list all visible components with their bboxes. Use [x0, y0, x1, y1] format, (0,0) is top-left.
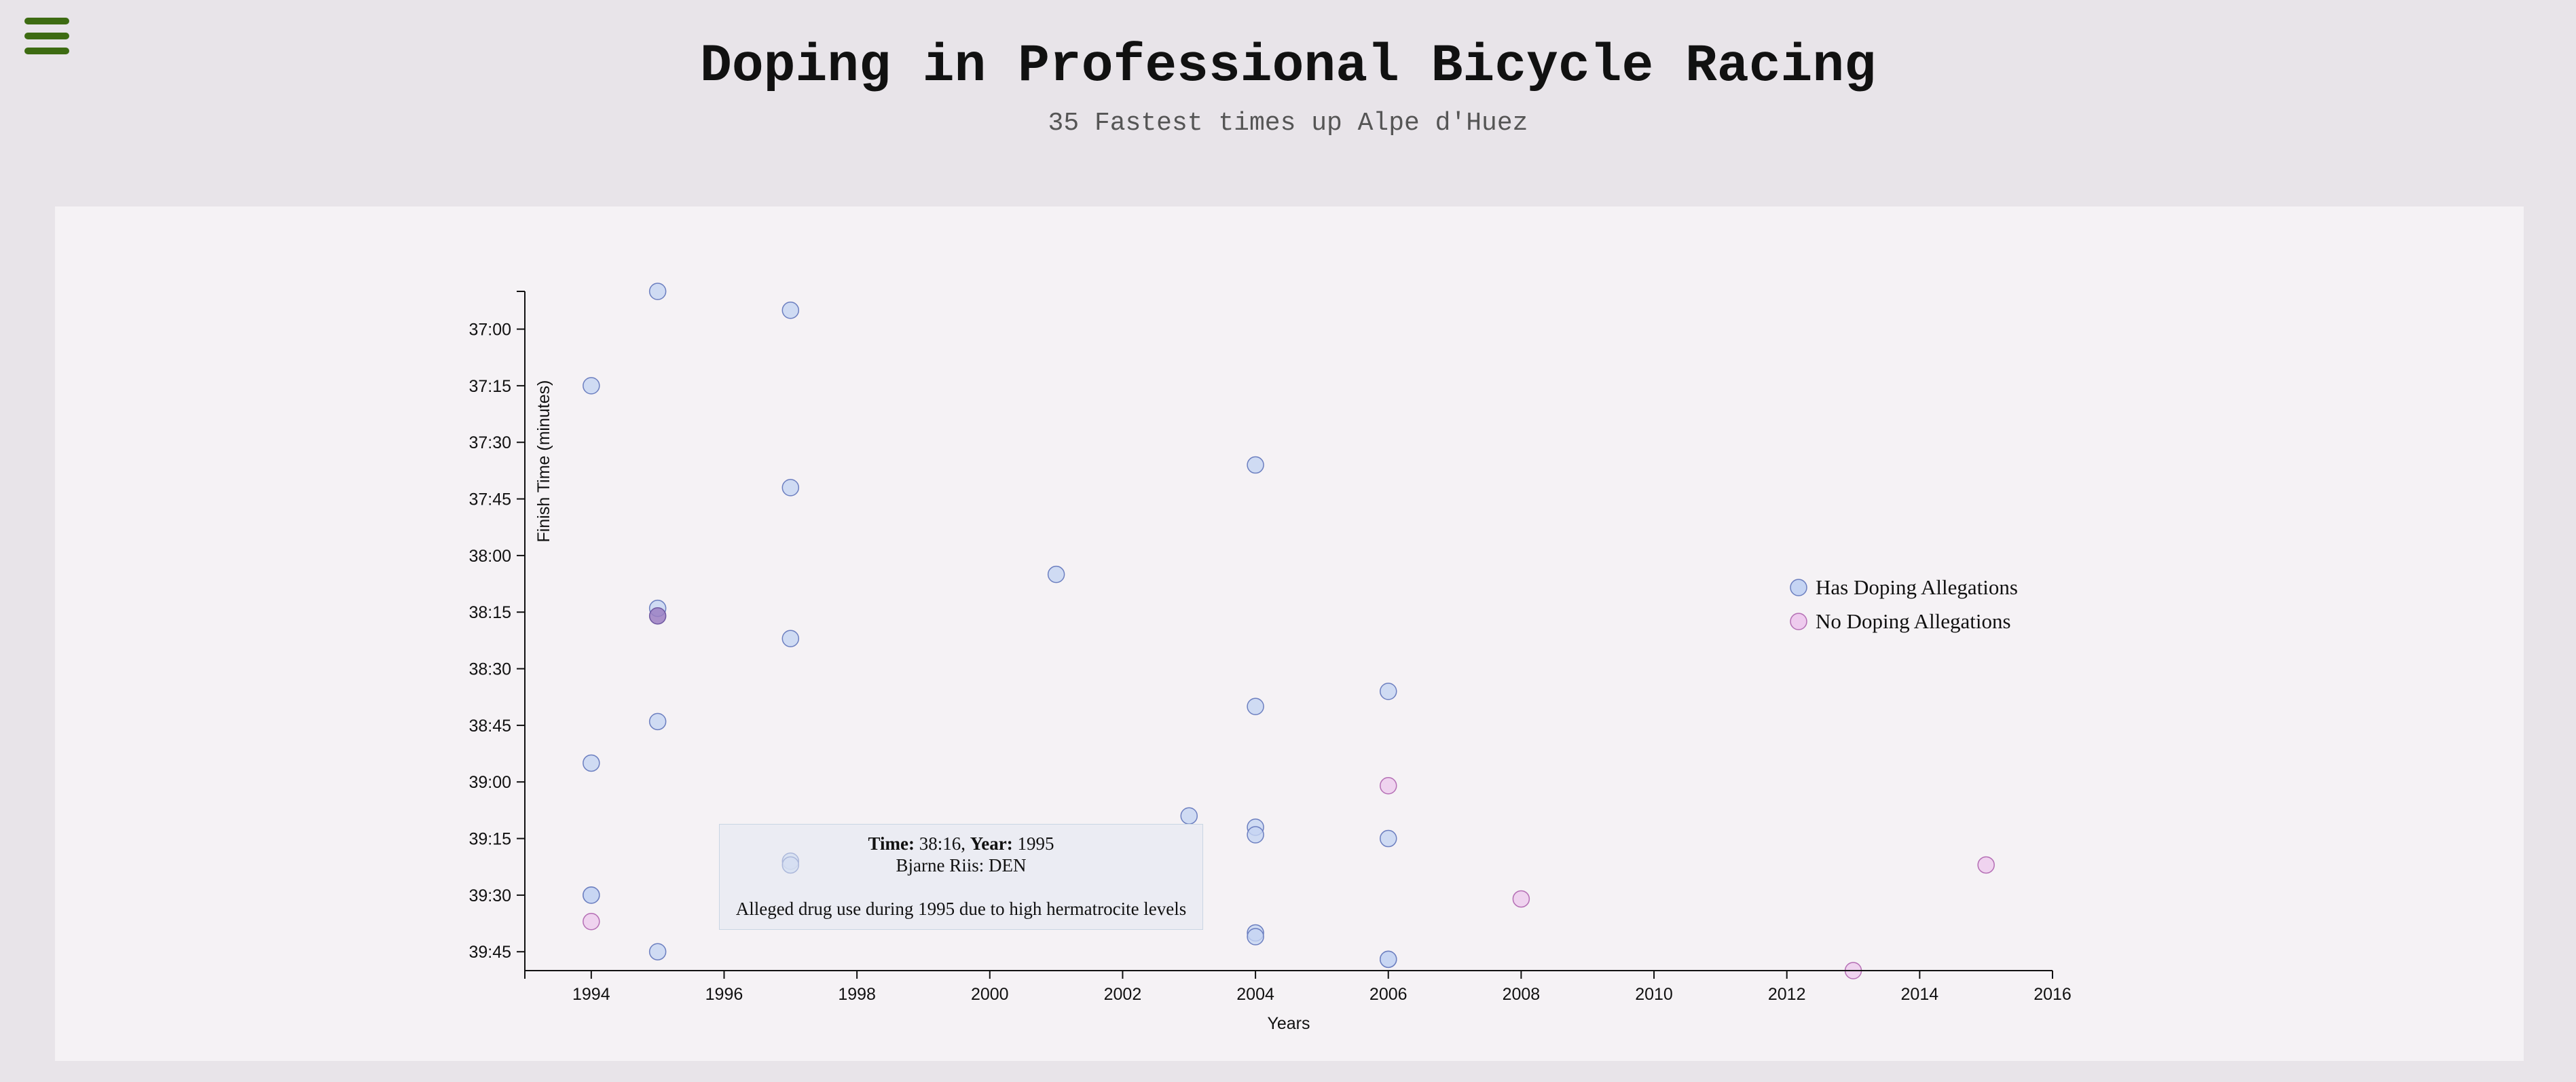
x-tick-label: 2014 [1901, 985, 1939, 1004]
x-tick-label: 2006 [1369, 985, 1407, 1004]
chart-panel: 37:00 37:15 37:30 37:45 38:00 38:15 38:30 38:45… [55, 206, 2524, 1061]
data-point[interactable] [583, 913, 600, 931]
y-tick-label: 37:15 [468, 377, 511, 396]
hamburger-menu-icon[interactable] [24, 18, 69, 56]
data-point[interactable] [781, 630, 800, 647]
data-point[interactable] [1180, 807, 1198, 825]
x-tick-label: 1994 [572, 985, 610, 1004]
data-point[interactable] [1047, 565, 1065, 583]
data-point[interactable] [648, 943, 667, 960]
y-tick-label: 39:15 [468, 830, 511, 849]
data-point[interactable] [781, 302, 800, 319]
y-tick-label: 38:30 [468, 660, 511, 679]
data-point[interactable] [648, 283, 667, 300]
legend-swatch-doping [1790, 579, 1807, 596]
tooltip-doping-note: Alleged drug use during 1995 due to high… [735, 899, 1187, 919]
tooltip-year-label: Year: [970, 833, 1013, 854]
legend-label-doping: Has Doping Allegations [1816, 575, 2018, 599]
x-tick-label: 2000 [971, 985, 1009, 1004]
data-point[interactable] [1379, 829, 1397, 848]
tooltip-year-value: 1995 [1017, 833, 1054, 854]
data-point[interactable] [1379, 777, 1397, 795]
y-tick-label: 37:00 [468, 321, 511, 340]
tooltip-rider: Bjarne Riis: DEN [896, 855, 1027, 876]
highlighted-data-point[interactable] [648, 607, 667, 625]
menu-bar [24, 18, 69, 24]
x-tick-label: 2010 [1635, 985, 1673, 1004]
x-axis-label: Years [1267, 1014, 1310, 1033]
y-tick-label: 37:30 [468, 433, 511, 452]
page-title: Doping in Professional Bicycle Racing [700, 37, 1876, 96]
y-tick-label: 39:45 [468, 943, 511, 962]
data-point[interactable] [1247, 698, 1264, 715]
y-tick-label: 39:00 [468, 773, 511, 792]
menu-bar [24, 48, 69, 54]
x-tick-label: 2008 [1503, 985, 1541, 1004]
data-point[interactable] [1379, 950, 1397, 969]
data-point[interactable] [583, 754, 600, 772]
data-point[interactable] [1379, 683, 1397, 700]
data-point[interactable] [1512, 890, 1530, 908]
y-tick-label: 38:45 [468, 717, 511, 736]
y-tick-label: 38:15 [468, 603, 511, 622]
tooltip-time-label: Time: [868, 833, 915, 854]
data-point[interactable] [1977, 856, 1995, 874]
x-tick-label: 1998 [838, 985, 876, 1004]
y-tick-label: 39:30 [468, 886, 511, 905]
y-tick-label: 37:45 [468, 490, 511, 509]
y-axis-label: Finish Time (minutes) [534, 380, 553, 543]
data-point[interactable] [1247, 928, 1264, 945]
x-tick-label: 2012 [1768, 985, 1806, 1004]
menu-bar [24, 33, 69, 39]
data-point[interactable] [781, 479, 800, 497]
scatter-chart: 37:00 37:15 37:30 37:45 38:00 38:15 38:30 38:45… [468, 283, 2072, 1033]
legend-label-no-doping: No Doping Allegations [1816, 609, 2011, 633]
data-tooltip: Time: 38:16, Year: 1995 Bjarne Riis: DEN… [719, 824, 1203, 930]
y-tick-label: 38:00 [468, 547, 511, 566]
data-point[interactable] [583, 886, 600, 904]
x-tick-label: 2004 [1236, 985, 1274, 1004]
data-point[interactable] [1247, 826, 1264, 844]
x-tick-label: 1996 [705, 985, 743, 1004]
data-point[interactable] [648, 713, 667, 731]
tooltip-time-value: 38:16, [919, 833, 966, 854]
legend-swatch-no-doping [1790, 613, 1807, 630]
x-tick-label: 2002 [1104, 985, 1142, 1004]
x-tick-label: 2016 [2034, 985, 2072, 1004]
data-point[interactable] [583, 377, 600, 395]
data-point[interactable] [1247, 456, 1264, 474]
page-subtitle: 35 Fastest times up Alpe d'Huez [1048, 109, 1528, 138]
